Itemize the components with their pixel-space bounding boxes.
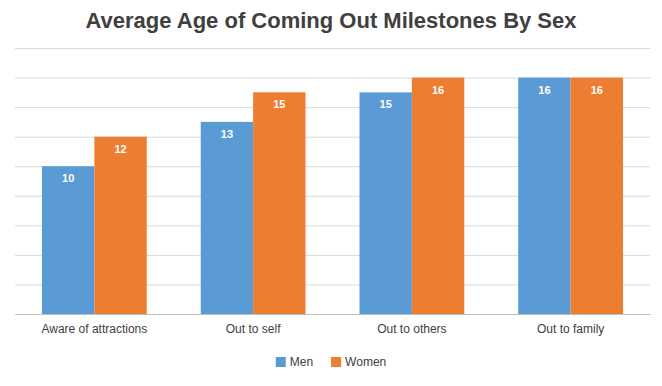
- chart: Average Age of Coming Out Milestones By …: [0, 0, 662, 386]
- x-tick-label: Out to self: [226, 322, 281, 336]
- legend-swatch: [331, 357, 341, 367]
- legend: Men Women: [276, 355, 386, 369]
- legend-swatch: [276, 357, 286, 367]
- bars: [42, 78, 623, 314]
- data-labels: 10 13 15 16 12 15 16 16: [62, 84, 603, 185]
- legend-item: Men: [276, 355, 313, 369]
- y-tick: [15, 48, 650, 49]
- title: Average Age of Coming Out Milestones By …: [85, 8, 577, 33]
- plot: Aware of attractions Out to self Out to ot…: [15, 49, 651, 336]
- bar: [201, 122, 253, 314]
- data-label: 16: [538, 84, 550, 96]
- bar: [253, 92, 305, 314]
- bar: [518, 78, 570, 314]
- data-label: 10: [62, 172, 74, 184]
- bar: [412, 78, 464, 314]
- x-tick-label: Out to family: [537, 322, 604, 336]
- x-tick: Out to others: [377, 314, 446, 336]
- x-tick: Out to family: [537, 314, 604, 336]
- data-label: 15: [380, 98, 392, 110]
- legend-item: Women: [331, 355, 386, 369]
- bar: [94, 137, 146, 314]
- grid-line: [15, 48, 650, 49]
- x-tick-label: Aware of attractions: [41, 322, 147, 336]
- y-axis: [15, 49, 650, 315]
- grid-line: [15, 314, 650, 315]
- bar: [42, 166, 94, 314]
- data-label: 13: [221, 128, 233, 140]
- x-tick: Aware of attractions: [41, 314, 147, 336]
- bar: [571, 78, 623, 314]
- legend-label: Women: [345, 355, 386, 369]
- y-axis-line: [16, 49, 651, 315]
- x-tick-label: Out to others: [377, 322, 446, 336]
- x-axis: Aware of attractions Out to self Out to ot…: [16, 314, 651, 336]
- data-label: 12: [114, 143, 126, 155]
- bar: [359, 92, 411, 314]
- x-tick: Out to self: [226, 314, 281, 336]
- x-axis-line: [16, 314, 651, 315]
- data-label: 16: [432, 84, 444, 96]
- legend-label: Men: [290, 355, 313, 369]
- y-tick: [15, 314, 650, 315]
- data-label: 15: [273, 98, 285, 110]
- data-label: 16: [591, 84, 603, 96]
